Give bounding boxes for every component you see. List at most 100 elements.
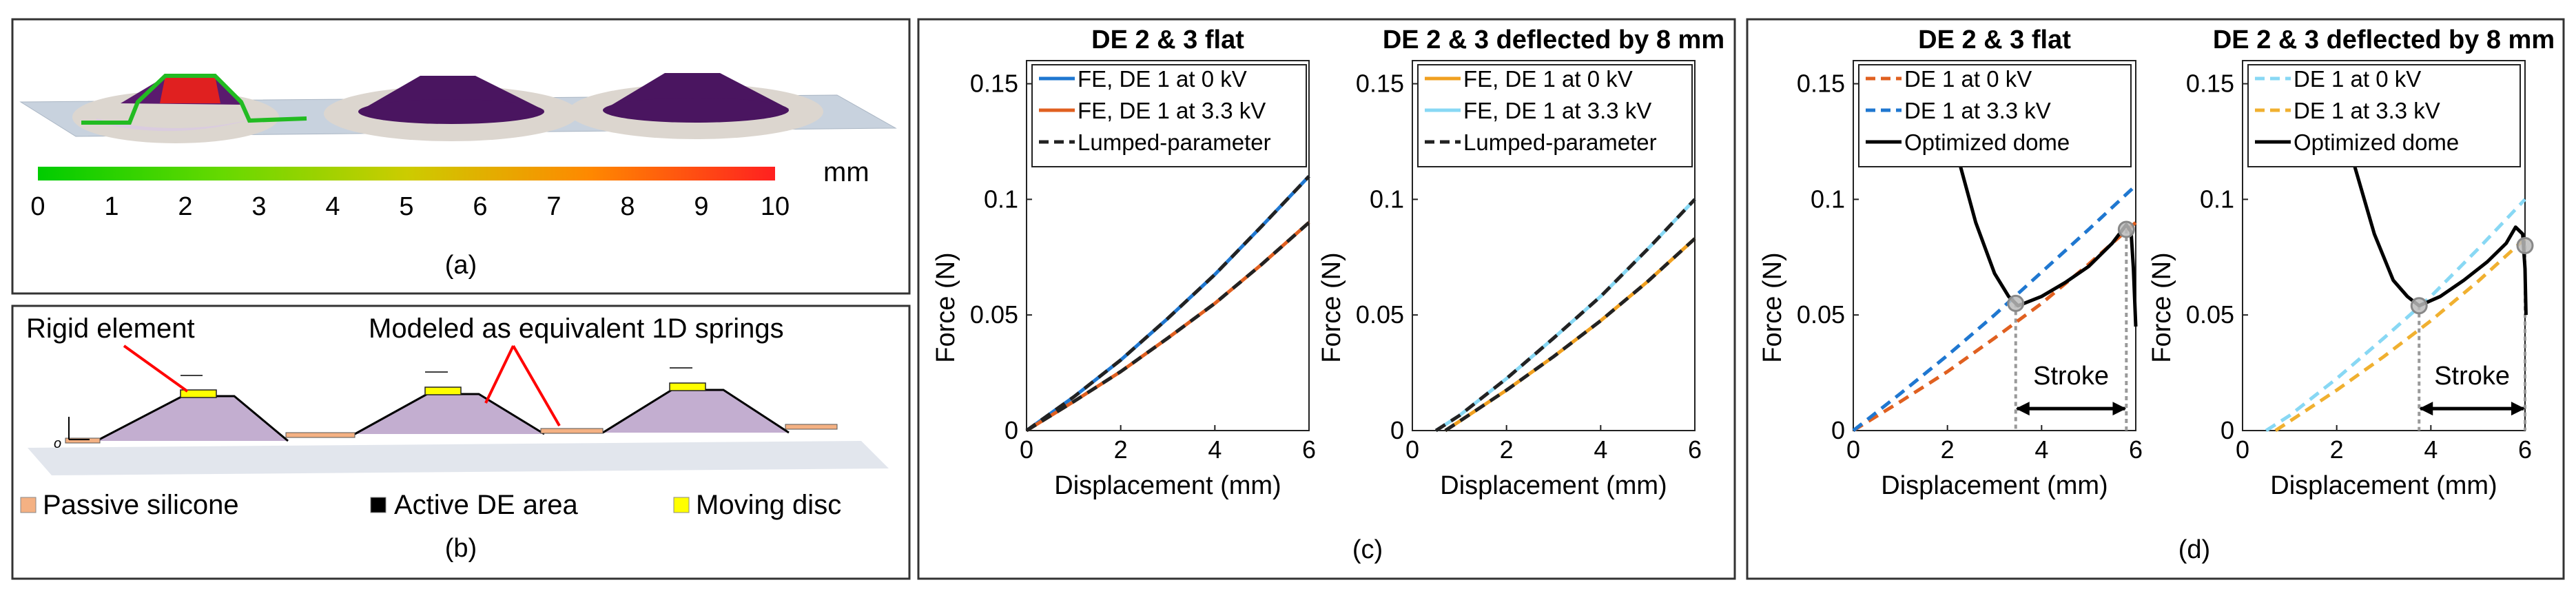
operating-point-marker (2410, 297, 2428, 315)
series-line (1025, 221, 1310, 433)
stroke-label: Stroke (2033, 362, 2109, 391)
pointer-springs-1 (484, 345, 515, 404)
colorbar-tick-label: 0 (30, 192, 45, 221)
y-tick-label: 0 (2220, 416, 2234, 444)
label-springs: Modeled as equivalent 1D springs (369, 313, 784, 344)
y-tick-label: 0.05 (2186, 300, 2234, 329)
legend-entry: DE 1 at 3.3 kV (2294, 98, 2440, 123)
colorbar-unit: mm (823, 157, 869, 187)
caption-d: (d) (2178, 535, 2210, 564)
chart-title: DE 2 & 3 flat (1091, 25, 1244, 54)
colorbar-tick-label: 7 (546, 192, 561, 221)
legend-swatch-passive-silicone (20, 497, 37, 513)
chart-c1: DE 2 & 3 flat 0 2 4 6 0 0.05 0.1 0.15 Displacemen… (931, 25, 1316, 500)
colorbar-tick-label: 10 (761, 192, 790, 221)
caption-c: (c) (1352, 535, 1383, 564)
y-tick-label: 0.1 (984, 185, 1018, 213)
operating-point-marker (2117, 220, 2135, 238)
y-tick-label: 0.1 (1811, 185, 1845, 213)
legend-swatch-active-de-area (370, 497, 387, 513)
x-axis-label: Displacement (mm) (1881, 471, 2108, 500)
legend-active-de-area: Active DE area (394, 490, 579, 520)
series-line (1434, 198, 1696, 433)
legend-entry: DE 1 at 3.3 kV (1904, 98, 2051, 123)
x-tick-label: 2 (2330, 435, 2344, 464)
legend-box (1417, 64, 1693, 167)
chart-title: DE 2 & 3 deflected by 8 mm (1383, 25, 1724, 54)
x-tick-label: 4 (2034, 435, 2048, 464)
chart-title: DE 2 & 3 flat (1918, 25, 2071, 54)
y-tick-label: 0.15 (1356, 70, 1404, 98)
y-tick-label: 0 (1390, 416, 1404, 444)
legend-swatch-moving-disc (673, 497, 690, 513)
legend-entry: FE, DE 1 at 0 kV (1078, 66, 1247, 92)
colorbar-tick-label: 1 (104, 192, 119, 221)
series-line (2349, 152, 2528, 316)
x-tick-label: 0 (1020, 435, 1033, 464)
y-tick-label: 0.05 (1797, 300, 1845, 329)
legend-box (1858, 64, 2132, 167)
y-tick-label: 0 (1004, 416, 1018, 444)
colorbar-tick-label: 4 (325, 192, 340, 221)
pointer-springs-2 (512, 344, 561, 427)
colorbar-tick-label: 2 (178, 192, 192, 221)
operating-point-marker (2516, 237, 2534, 254)
legend-entry: Optimized dome (1904, 130, 2070, 155)
caption-b: (b) (445, 534, 477, 563)
legend-entry: DE 1 at 0 kV (1904, 66, 2032, 92)
chart-title: DE 2 & 3 deflected by 8 mm (2213, 25, 2555, 54)
y-axis-label: Force (N) (1758, 252, 1787, 362)
chart-d1: DE 2 & 3 flat 0 2 4 6 0 0.05 0.1 0.15 Displacemen… (1758, 25, 2143, 500)
y-tick-label: 0.05 (970, 300, 1018, 329)
x-tick-label: 4 (1594, 435, 1607, 464)
x-tick-label: 4 (2424, 435, 2438, 464)
svg-text:o: o (54, 436, 61, 451)
x-tick-label: 2 (1500, 435, 1514, 464)
legend-entry: FE, DE 1 at 0 kV (1463, 66, 1633, 92)
legend-box (1031, 64, 1307, 167)
x-tick-label: 6 (1688, 435, 1702, 464)
x-tick-label: 2 (1941, 435, 1955, 464)
panel-a: mm 0 1 2 3 4 5 6 7 8 9 10 (a) (11, 18, 911, 295)
x-axis-label: Displacement (mm) (1440, 471, 1667, 500)
stroke-label: Stroke (2434, 362, 2510, 391)
charts-container: DE 2 & 3 flat 0 2 4 6 0 0.05 0.1 0.15 Displacemen… (931, 25, 2555, 500)
y-tick-label: 0.1 (1370, 185, 1404, 213)
y-tick-label: 0.1 (2200, 185, 2234, 213)
legend-box (2247, 64, 2521, 167)
x-tick-label: 6 (1302, 435, 1316, 464)
colorbar-tick-label: 9 (694, 192, 708, 221)
legend-entry: DE 1 at 0 kV (2294, 66, 2421, 92)
colorbar-tick-label: 5 (399, 192, 413, 221)
caption-a: (a) (445, 251, 477, 280)
colorbar-tick-label: 6 (473, 192, 487, 221)
pointer-rigid-element (123, 344, 189, 393)
x-tick-label: 0 (1846, 435, 1860, 464)
legend-moving-disc: Moving disc (696, 490, 841, 520)
chart-d2: DE 2 & 3 deflected by 8 mm 0 2 4 6 0 0.05 0.1 0.… (2147, 25, 2555, 500)
series-line (1025, 175, 1310, 433)
x-tick-label: 0 (1405, 435, 1419, 464)
y-axis-label: Force (N) (1317, 252, 1346, 362)
x-axis-label: Displacement (mm) (1054, 471, 1281, 500)
fe-model-render (19, 73, 897, 143)
series-line (2265, 198, 2526, 433)
series-line (1444, 237, 1696, 433)
x-tick-label: 4 (1208, 435, 1222, 464)
plot-area (1026, 60, 1310, 431)
label-rigid-element: Rigid element (26, 313, 195, 344)
x-tick-label: 6 (2129, 435, 2143, 464)
legend-entry: Optimized dome (2294, 130, 2459, 155)
x-tick-label: 6 (2518, 435, 2532, 464)
y-axis-label: Force (N) (2147, 252, 2176, 362)
legend-entry: Lumped-parameter (1463, 130, 1657, 155)
legend-b: Passive silicone Active DE area Moving d… (20, 490, 841, 520)
y-tick-label: 0.15 (970, 70, 1018, 98)
panel-a-frame (11, 18, 911, 295)
series-line (2274, 237, 2526, 433)
colorbar-ticks: 0 1 2 3 4 5 6 7 8 9 10 (30, 192, 790, 221)
y-tick-label: 0.15 (2186, 70, 2234, 98)
colorbar-tick-label: 8 (620, 192, 635, 221)
operating-point-marker (2007, 294, 2025, 312)
